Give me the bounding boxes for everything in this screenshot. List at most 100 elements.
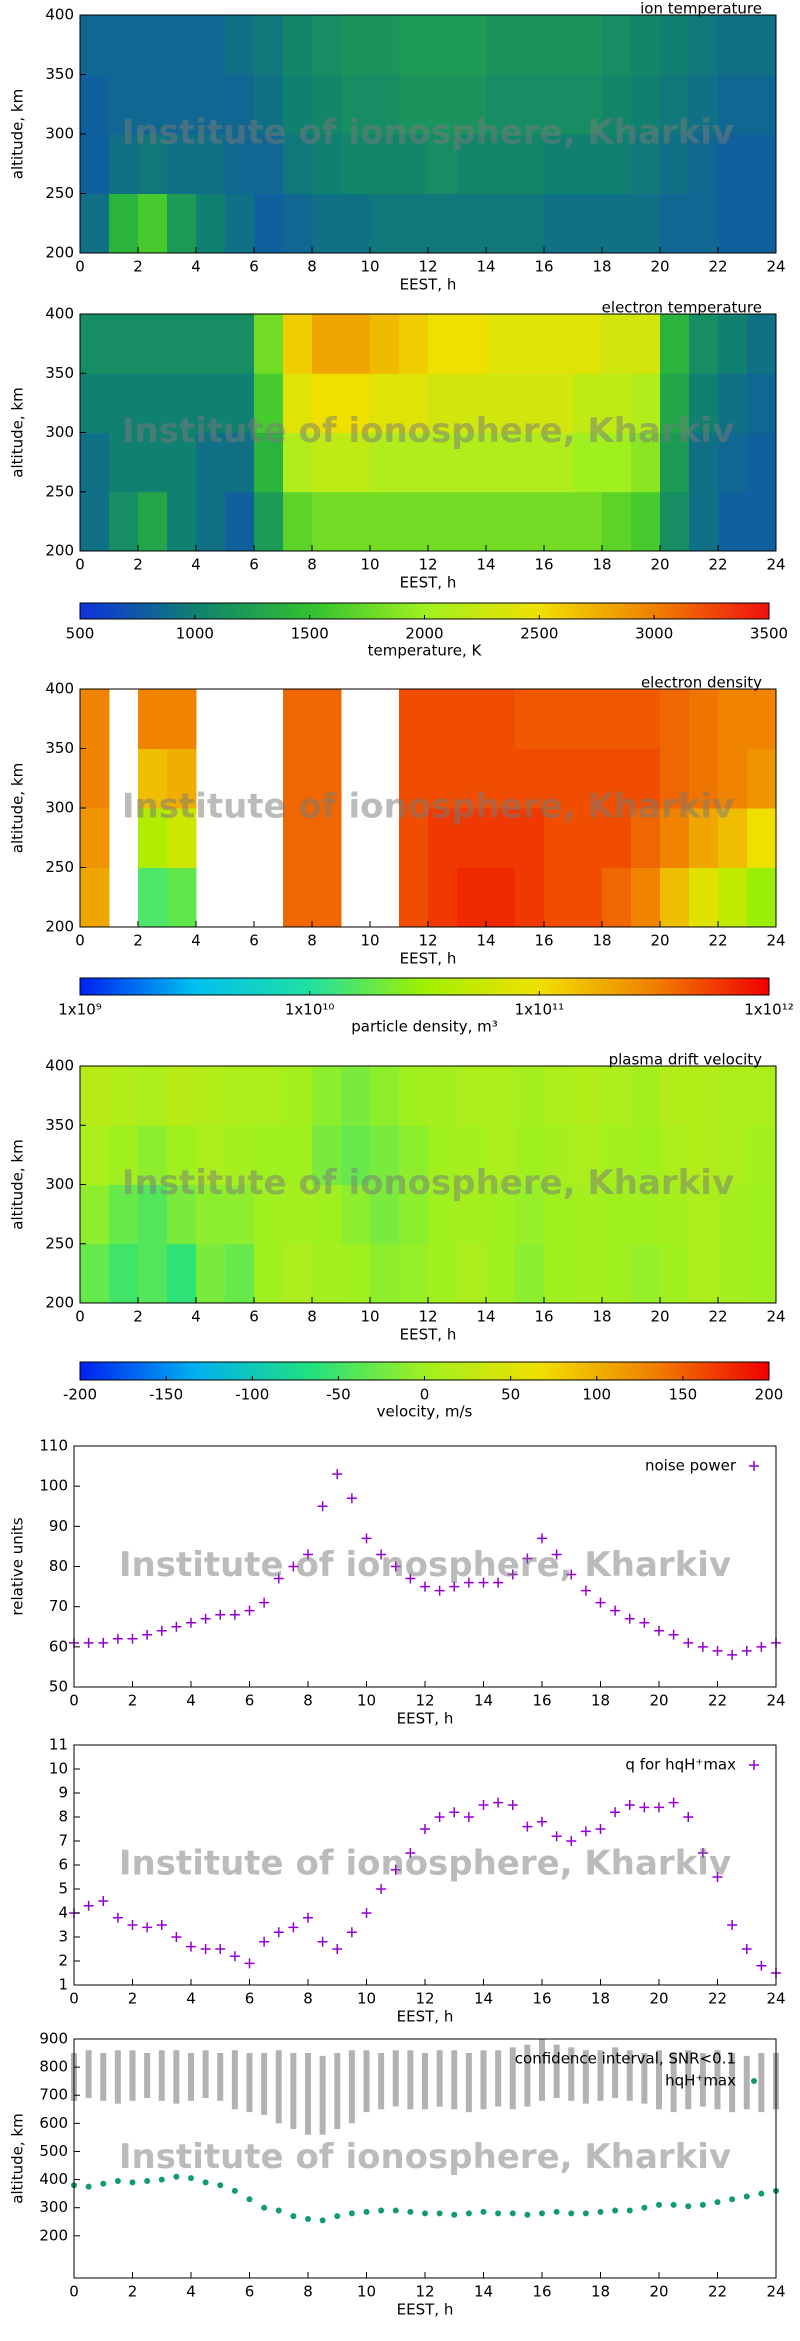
y-tick-label: 300 [45, 423, 74, 441]
heat-cell [457, 1125, 487, 1185]
heat-cell [747, 808, 777, 868]
colorbar-tick-label: -150 [149, 1386, 183, 1404]
y-tick-label: 300 [45, 1175, 74, 1193]
point [610, 1807, 621, 1818]
heat-cell [370, 1125, 400, 1185]
point [507, 1800, 518, 1810]
heat-cell [341, 432, 371, 493]
y-tick-label: 400 [39, 2170, 68, 2188]
heat-cell [660, 867, 690, 928]
x-tick-label: 2 [128, 2283, 138, 2301]
heat-cell [80, 491, 110, 552]
point [100, 2180, 107, 2187]
heat-cell [689, 808, 719, 868]
heat-cell [602, 1066, 632, 1126]
heat-cell [457, 15, 487, 75]
x-tick-label: 2 [133, 556, 143, 574]
x-tick-label: 20 [650, 932, 669, 950]
heat-cell [747, 432, 777, 493]
x-tick-label: 22 [708, 1692, 727, 1710]
heat-cell [167, 432, 197, 493]
y-tick-label: 300 [45, 125, 74, 143]
x-tick-label: 14 [476, 556, 495, 574]
point [215, 1944, 226, 1954]
x-tick-label: 6 [249, 258, 259, 276]
panel-title: ion temperature [640, 0, 762, 18]
x-tick-label: 22 [708, 556, 727, 574]
x-tick-label: 16 [534, 932, 553, 950]
point [363, 2208, 370, 2215]
point [595, 1824, 606, 1834]
y-tick-label: 350 [45, 65, 74, 83]
heat-cell [602, 748, 632, 809]
heat-cell [660, 15, 690, 75]
point [727, 1920, 738, 1930]
point [509, 2210, 516, 2217]
heat-cell [602, 15, 632, 75]
x-axis-label: EEST, h [400, 1326, 457, 1344]
heat-cell [457, 491, 487, 552]
heat-cell [312, 193, 342, 254]
heat-cell [109, 1243, 139, 1304]
heat-cell [457, 748, 487, 809]
point [656, 2201, 662, 2208]
x-tick-label: 4 [186, 1692, 196, 1710]
x-tick-label: 18 [591, 1990, 610, 2008]
heat-cell [515, 1243, 545, 1304]
point [495, 2210, 502, 2217]
legend-marker [749, 1760, 759, 1770]
x-tick-label: 14 [474, 2283, 493, 2301]
heat-cell [515, 867, 545, 928]
heat-cell [718, 432, 748, 493]
colorbar-tick-label: 1x10¹² [744, 1001, 794, 1019]
colorbar-tick-label: 150 [669, 1386, 698, 1404]
x-tick-label: 12 [415, 2283, 434, 2301]
heat-cell [718, 491, 748, 552]
point [595, 1597, 606, 1608]
x-tick-label: 2 [128, 1692, 138, 1710]
y-tick-label: 1 [58, 1976, 68, 1994]
heat-cell [631, 867, 661, 928]
y-tick-label: 9 [58, 1784, 68, 1802]
point [303, 1549, 313, 1560]
y-tick-label: 50 [49, 1678, 68, 1696]
heat-cell [312, 808, 342, 868]
point [376, 1549, 387, 1560]
heat-cell [254, 134, 284, 194]
heat-cell [254, 491, 284, 552]
heat-cell [660, 689, 690, 749]
heat-cell [283, 689, 313, 749]
heat-cell [486, 15, 516, 75]
heat-cell [457, 1066, 487, 1126]
heat-cell [399, 74, 429, 135]
heat-cell [718, 689, 748, 749]
point [376, 1884, 387, 1894]
heat-cell [138, 1125, 168, 1185]
heat-cell [138, 1066, 168, 1126]
heat-cell [689, 314, 719, 374]
point [200, 1613, 211, 1624]
heat-cell [399, 1184, 429, 1245]
point [610, 1605, 621, 1616]
heat-cell [602, 314, 632, 374]
x-tick-label: 16 [534, 556, 553, 574]
point [334, 2213, 341, 2220]
point [244, 1605, 255, 1616]
heat-cell [602, 74, 632, 135]
x-tick-label: 20 [649, 1990, 668, 2008]
heat-cell [631, 1184, 661, 1245]
point [142, 1629, 153, 1640]
point [743, 2193, 750, 2200]
point [756, 1960, 767, 1971]
heat-cell [457, 808, 487, 868]
y-tick-label: 400 [45, 6, 74, 24]
heat-cell [399, 432, 429, 493]
heat-cell [225, 74, 255, 135]
point [127, 1920, 138, 1930]
x-tick-label: 16 [534, 258, 553, 276]
y-axis-label: relative units [9, 1517, 27, 1615]
point [493, 1577, 504, 1588]
heat-cell [196, 432, 226, 493]
heat-cell [631, 748, 661, 809]
point [626, 2207, 633, 2214]
